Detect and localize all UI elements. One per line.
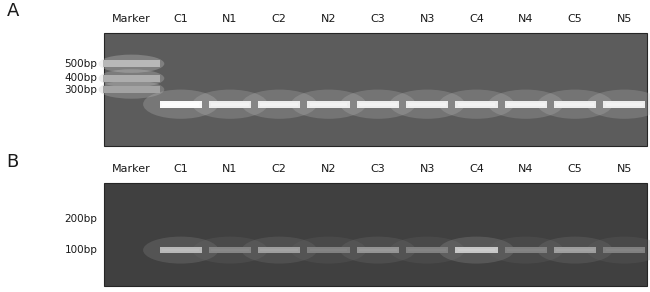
Bar bbox=[359, 249, 396, 251]
Ellipse shape bbox=[389, 90, 465, 119]
Ellipse shape bbox=[587, 90, 650, 119]
Bar bbox=[359, 103, 396, 105]
Bar bbox=[606, 249, 643, 251]
Text: 100bp: 100bp bbox=[64, 245, 98, 255]
Text: N5: N5 bbox=[617, 164, 632, 174]
Bar bbox=[261, 103, 298, 105]
Bar bbox=[406, 100, 448, 108]
Text: C1: C1 bbox=[174, 14, 188, 24]
Text: C2: C2 bbox=[272, 14, 287, 24]
Ellipse shape bbox=[439, 237, 514, 264]
Text: B: B bbox=[6, 153, 19, 171]
Text: N4: N4 bbox=[518, 164, 534, 174]
Ellipse shape bbox=[242, 237, 317, 264]
Bar bbox=[554, 100, 596, 108]
Ellipse shape bbox=[340, 237, 415, 264]
Ellipse shape bbox=[99, 55, 164, 73]
Text: N2: N2 bbox=[321, 164, 336, 174]
Bar bbox=[211, 249, 249, 251]
Ellipse shape bbox=[143, 237, 218, 264]
Bar bbox=[408, 249, 446, 251]
Bar bbox=[556, 249, 594, 251]
Bar bbox=[603, 100, 645, 108]
Bar bbox=[159, 100, 202, 108]
Ellipse shape bbox=[291, 237, 366, 264]
Bar bbox=[504, 247, 547, 253]
Text: C3: C3 bbox=[370, 164, 385, 174]
Bar bbox=[458, 249, 495, 251]
Text: N3: N3 bbox=[419, 14, 435, 24]
Text: C5: C5 bbox=[567, 164, 582, 174]
Text: N4: N4 bbox=[518, 14, 534, 24]
Ellipse shape bbox=[488, 90, 564, 119]
Bar bbox=[162, 103, 200, 105]
Bar bbox=[507, 249, 545, 251]
Ellipse shape bbox=[439, 90, 514, 119]
Text: N1: N1 bbox=[222, 164, 238, 174]
Bar bbox=[310, 103, 347, 105]
Text: N2: N2 bbox=[321, 14, 336, 24]
Ellipse shape bbox=[143, 90, 218, 119]
Bar bbox=[556, 103, 594, 105]
Bar bbox=[455, 247, 498, 253]
Bar bbox=[258, 100, 300, 108]
Ellipse shape bbox=[538, 90, 612, 119]
Bar bbox=[507, 103, 545, 105]
Bar bbox=[310, 249, 347, 251]
Text: C3: C3 bbox=[370, 14, 385, 24]
Bar bbox=[603, 247, 645, 253]
Bar bbox=[606, 103, 643, 105]
Ellipse shape bbox=[192, 237, 268, 264]
Bar bbox=[408, 103, 446, 105]
Bar bbox=[209, 100, 251, 108]
Bar bbox=[159, 247, 202, 253]
Bar bbox=[103, 75, 160, 82]
Bar bbox=[211, 103, 249, 105]
Text: N5: N5 bbox=[617, 14, 632, 24]
Ellipse shape bbox=[99, 69, 164, 88]
Bar bbox=[103, 60, 160, 67]
Bar bbox=[504, 100, 547, 108]
Ellipse shape bbox=[340, 90, 415, 119]
Ellipse shape bbox=[587, 237, 650, 264]
Ellipse shape bbox=[242, 90, 317, 119]
Ellipse shape bbox=[488, 237, 564, 264]
Bar bbox=[103, 86, 160, 93]
Bar bbox=[554, 247, 596, 253]
Text: A: A bbox=[6, 1, 19, 20]
Ellipse shape bbox=[291, 90, 366, 119]
Text: 400bp: 400bp bbox=[64, 73, 98, 83]
Bar bbox=[104, 33, 647, 146]
Text: N1: N1 bbox=[222, 14, 238, 24]
Bar bbox=[406, 247, 448, 253]
Bar bbox=[458, 103, 495, 105]
Text: N3: N3 bbox=[419, 164, 435, 174]
Ellipse shape bbox=[389, 237, 465, 264]
Text: C5: C5 bbox=[567, 14, 582, 24]
Bar bbox=[357, 100, 399, 108]
Text: 300bp: 300bp bbox=[64, 85, 98, 95]
Text: Marker: Marker bbox=[112, 14, 151, 24]
Text: C4: C4 bbox=[469, 14, 484, 24]
Bar bbox=[104, 183, 647, 286]
Bar bbox=[307, 247, 350, 253]
Bar bbox=[455, 100, 498, 108]
Ellipse shape bbox=[192, 90, 268, 119]
Bar bbox=[162, 249, 200, 251]
Text: C2: C2 bbox=[272, 164, 287, 174]
Text: C4: C4 bbox=[469, 164, 484, 174]
Text: C1: C1 bbox=[174, 164, 188, 174]
Bar bbox=[357, 247, 399, 253]
Text: Marker: Marker bbox=[112, 164, 151, 174]
Bar bbox=[209, 247, 251, 253]
Bar bbox=[307, 100, 350, 108]
Bar bbox=[258, 247, 300, 253]
Ellipse shape bbox=[538, 237, 612, 264]
Text: 200bp: 200bp bbox=[64, 214, 98, 224]
Bar bbox=[261, 249, 298, 251]
Text: 500bp: 500bp bbox=[64, 59, 98, 69]
Ellipse shape bbox=[99, 81, 164, 99]
